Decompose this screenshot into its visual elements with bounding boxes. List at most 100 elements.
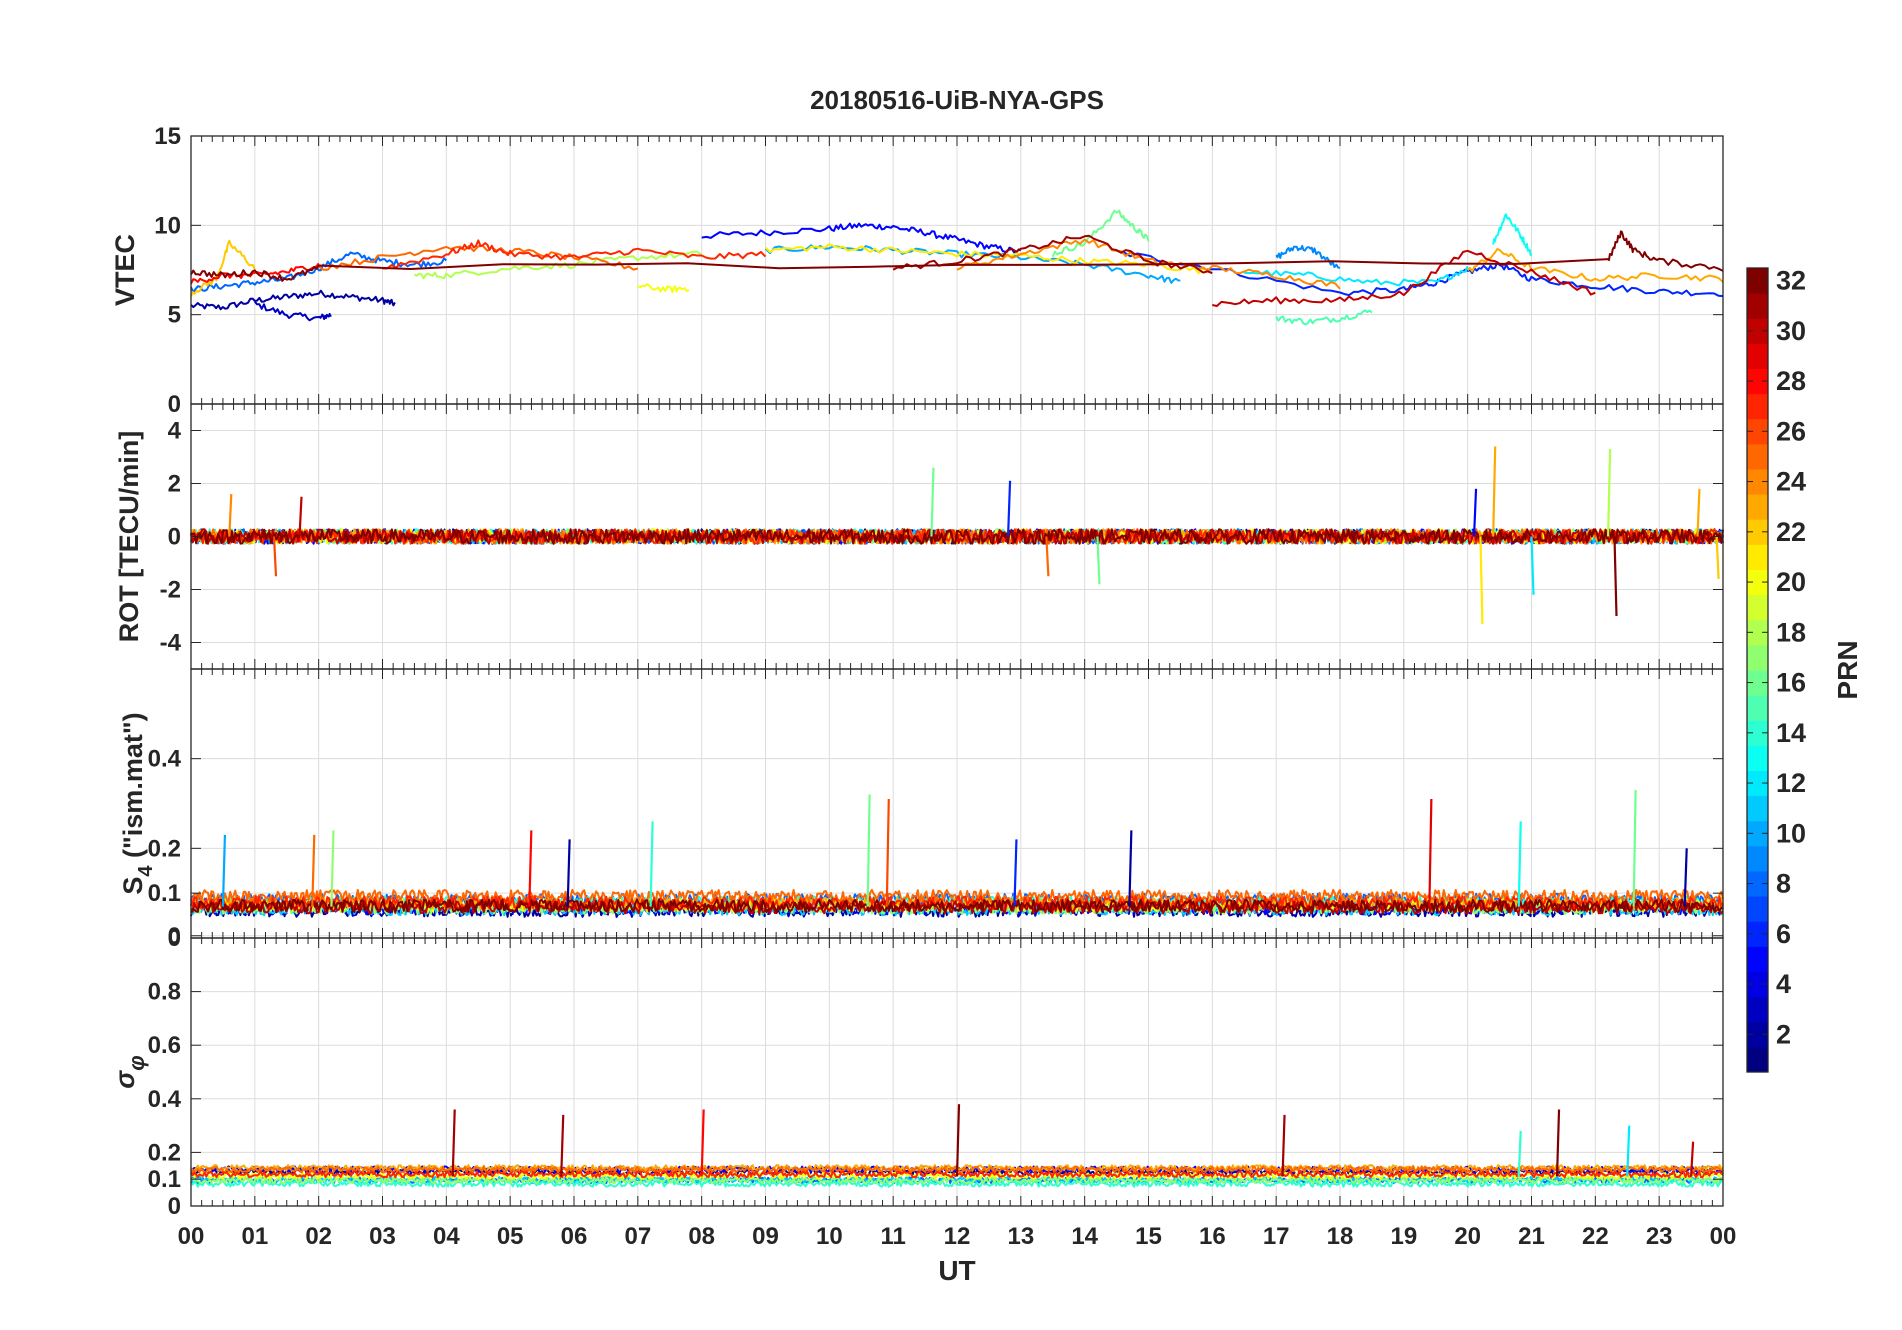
vtec-y-axis-label: VTEC: [110, 234, 140, 306]
panel-rot: -4 -2 0 2 4 ROT [TECU/min]: [114, 403, 1724, 670]
colorbar-tick-label: 2: [1776, 1019, 1791, 1049]
colorbar-tick-label: 8: [1776, 869, 1791, 899]
colorbar-segment: [1747, 1021, 1768, 1048]
x-tick-label: 13: [1007, 1223, 1034, 1250]
colorbar-label: PRN: [1832, 640, 1863, 699]
x-tick-label: 12: [944, 1223, 971, 1250]
colorbar-segment: [1747, 770, 1768, 797]
s4-spike-prn-26: [885, 798, 890, 907]
vtec-series-prn-30: [1212, 249, 1596, 307]
x-tick-label: 02: [305, 1223, 332, 1250]
x-tick-label: 17: [1263, 1223, 1290, 1250]
sigma_phi-spike-prn-14: [1517, 1130, 1522, 1177]
colorbar-segment: [1747, 519, 1768, 545]
colorbar-segment: [1747, 871, 1768, 897]
colorbar-tick-label: 12: [1776, 768, 1806, 798]
colorbar-segment: [1747, 1046, 1768, 1073]
colorbar-tick-label: 32: [1776, 266, 1806, 296]
colorbar-segment: [1747, 293, 1768, 319]
vtec-series-prn-5: [701, 222, 1022, 254]
colorbar-tick-label: 20: [1776, 567, 1806, 597]
colorbar-segment: [1747, 971, 1768, 998]
s4-data: [190, 790, 1724, 918]
panel-s4: 000.10.20.4S4 ("ism.mat"): [118, 668, 1724, 952]
y-tick-label: 15: [154, 123, 181, 150]
colorbar-tick-label: 16: [1776, 668, 1806, 698]
y-tick-label: -2: [160, 577, 181, 604]
sigma_phi-spike-prn-28: [700, 1109, 705, 1177]
s4-spike-prn-17: [330, 830, 335, 907]
s4-spike-prn-10: [221, 834, 227, 907]
x-tick-label: 20: [1454, 1223, 1481, 1250]
colorbar-segment: [1747, 720, 1768, 746]
vtec-series-prn-13: [1492, 213, 1533, 257]
y-tick-label: 0.6: [148, 1032, 181, 1059]
s4-spike-prn-2: [1128, 830, 1133, 907]
rot-spike-prn-24: [228, 494, 233, 537]
x-tick-label: 14: [1071, 1223, 1098, 1250]
y-tick-label: 0.1: [148, 880, 181, 907]
s4-y-axis-label: S4 ("ism.mat"): [118, 712, 157, 894]
rot-spike-prn-22: [1715, 536, 1720, 579]
vtec-series-prn-6: [1116, 249, 1724, 298]
y-tick-label: 0.8: [148, 979, 181, 1006]
colorbar-segment: [1747, 594, 1768, 621]
x-tick-label: 11: [880, 1223, 905, 1250]
colorbar-tick-label: 14: [1776, 718, 1806, 748]
rot-spike-prn-16: [1096, 536, 1101, 585]
rot-spike-prn-23: [1696, 488, 1701, 537]
rot-spike-prn-16: [930, 467, 935, 537]
colorbar-tick-label: 18: [1776, 617, 1806, 647]
sigma_phi-spike-prn-31: [451, 1109, 456, 1177]
s4-spike-prn-14: [649, 821, 654, 907]
s4-spike-prn-25: [311, 834, 316, 907]
colorbar-tick-label: 26: [1776, 416, 1806, 446]
sigma_phi-series-prn-17: [190, 1176, 1724, 1185]
s4-spike-prn-29: [1428, 798, 1433, 907]
x-tick-label: 07: [624, 1223, 651, 1250]
x-tick-label: 21: [1518, 1223, 1545, 1250]
rot-data: [190, 446, 1724, 624]
colorbar-segment: [1747, 619, 1768, 646]
colorbar-segment: [1747, 996, 1768, 1023]
colorbar-segment: [1747, 443, 1768, 470]
s4-series-prn-32: [190, 898, 1724, 914]
rot-spike-prn-21: [1479, 536, 1484, 624]
rot-spike-prn-32: [1613, 536, 1618, 617]
vtec-series-prn-3: [254, 301, 332, 322]
vtec-data: [190, 209, 1724, 326]
vtec-series-prn-28: [190, 262, 320, 285]
colorbar-segment: [1747, 418, 1768, 445]
colorbar-tick-label: 24: [1776, 467, 1806, 497]
y-tick-label: 0.4: [148, 746, 182, 773]
colorbar-segment: [1747, 494, 1768, 520]
y-tick-label: 0: [168, 925, 181, 952]
s4-series-prn-30: [190, 900, 1724, 915]
x-tick-label: 08: [688, 1223, 715, 1250]
x-tick-label: 23: [1646, 1223, 1673, 1250]
vtec-series-prn-15: [1275, 309, 1373, 326]
s4-spike-prn-16: [866, 794, 871, 907]
colorbar-segment: [1747, 921, 1768, 947]
rot-y-axis-label: ROT [TECU/min]: [114, 431, 144, 642]
colorbar-segment: [1747, 368, 1768, 395]
colorbar-segment: [1747, 820, 1768, 847]
colorbar-segment: [1747, 745, 1768, 771]
vtec-series-prn-20: [637, 283, 690, 294]
s4-spike-prn-13: [1517, 821, 1522, 907]
rot-spike-prn-12: [1530, 536, 1535, 595]
colorbar-segment: [1747, 670, 1768, 696]
y-tick-label: 0.2: [148, 1139, 181, 1166]
colorbar-segment: [1747, 318, 1768, 344]
x-tick-label: 01: [241, 1223, 268, 1250]
vtec-series-prn-16: [1051, 209, 1150, 258]
x-tick-label: 15: [1135, 1223, 1162, 1250]
y-tick-label: 0.2: [148, 835, 181, 862]
s4-spike-prn-2: [1683, 848, 1688, 907]
x-tick-label: 18: [1327, 1223, 1354, 1250]
colorbar-segment: [1747, 946, 1768, 972]
vtec-series-prn-32: [190, 230, 1724, 282]
